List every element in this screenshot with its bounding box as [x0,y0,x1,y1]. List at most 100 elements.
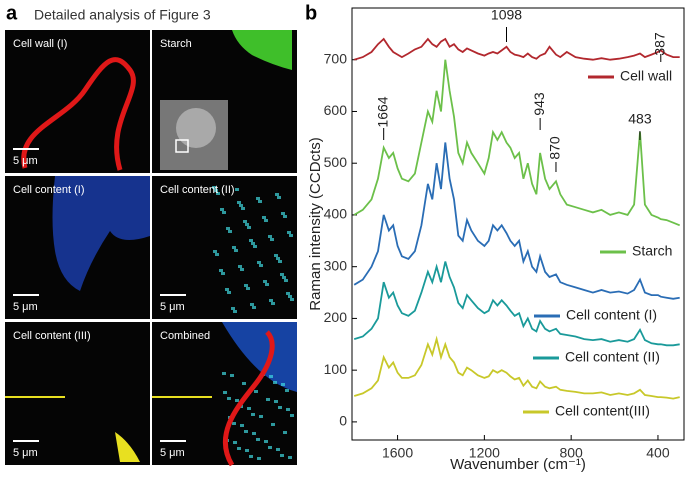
spectrum [353,335,680,400]
content-speck [264,219,268,222]
content-speck [252,306,256,309]
content-speck [245,223,249,226]
combined-speck [268,446,272,449]
combined-speck [245,449,249,452]
scale-bar-label: 5 μm [13,447,38,459]
content-speck [258,200,262,203]
content-speck [235,188,239,191]
combined-speck [252,432,256,435]
legend-label: Cell content (I) [566,307,657,323]
annotation-label: 1664 [374,96,390,127]
micrograph [5,322,150,465]
annotation-label: 870 [547,136,563,160]
legend-bg [553,403,682,421]
content-signal [52,176,150,291]
content-speck [274,254,278,257]
content-speck [220,208,224,211]
combined-red [222,330,275,467]
cell-wall-signal [21,57,136,171]
y-tick-label: 500 [324,154,348,170]
scale-bar-label: 5 μm [160,447,185,459]
image-label: Starch [160,38,192,50]
content-speck [232,246,236,249]
combined-speck [269,375,273,378]
combined-speck [247,407,251,410]
content-speck [215,253,219,256]
combined-speck [283,431,287,434]
annotation-label: 387 [651,32,667,56]
panel-title: Detailed analysis of Figure 3 [34,7,211,23]
plot-frame [351,7,685,441]
combined-blue [222,322,297,392]
content-speck [228,230,232,233]
combined-speck [251,413,255,416]
combined-speck [257,457,261,460]
content-speck [241,207,245,210]
combined-speck [222,372,226,375]
y-tick-label: 100 [324,361,348,377]
combined-speck [232,422,236,425]
content-speck [271,302,275,305]
content-speck [237,201,241,204]
content-speck [234,249,238,252]
content-signal [115,432,140,462]
combined-speck [235,399,239,402]
content-speck [243,220,247,223]
content-speck [287,231,291,234]
image-label: Cell content (II) [160,184,235,196]
x-tick-label: 1200 [469,445,500,461]
y-tick-label: 0 [339,413,347,429]
content-speck [226,227,230,230]
content-speck [276,257,280,260]
starch-signal [232,30,292,70]
combined-speck [278,406,282,409]
content-speck [290,298,294,301]
y-tick-label: 700 [324,50,348,66]
combined-speck [273,381,277,384]
content-speck [247,226,251,229]
content-speck [238,265,242,268]
legend-bg [563,349,682,367]
content-speck [289,234,293,237]
combined-speck [256,438,260,441]
y-tick-label: 600 [324,102,348,118]
y-tick-label: 200 [324,309,348,325]
combined-speck [227,397,231,400]
content-speck [270,238,274,241]
combined-speck [285,389,289,392]
content-speck [257,261,261,264]
content-speck [284,279,288,282]
content-speck [268,235,272,238]
content-speck [278,260,282,263]
content-speck [239,204,243,207]
content-speck [263,280,267,283]
combined-speck [242,382,246,385]
content-speck [222,211,226,214]
micrograph [152,176,297,319]
content-speck [277,196,281,199]
y-tick-label: 400 [324,206,348,222]
legend-label: Cell content (II) [565,349,660,365]
content-speck [214,189,218,192]
content-speck [280,273,284,276]
combined-speck [264,440,268,443]
combined-speck [276,448,280,451]
annotation-label: 943 [531,92,547,116]
content-speck [265,283,269,286]
x-axis-label: Wavenumber (cm⁻¹) [450,456,586,473]
legend-bg [630,243,682,261]
legend-label: Starch [632,243,672,259]
content-speck [233,310,237,313]
image-label: Cell wall (I) [13,38,67,50]
combined-speck [240,424,244,427]
combined-speck [290,414,294,417]
y-axis-label: Raman intensity (CCDcts) [307,137,324,310]
combined-speck [244,430,248,433]
combined-speck [237,447,241,450]
spectrum [353,37,680,61]
legend-label: Cell content(III) [555,403,650,419]
spectrum [353,261,680,347]
content-speck [269,299,273,302]
